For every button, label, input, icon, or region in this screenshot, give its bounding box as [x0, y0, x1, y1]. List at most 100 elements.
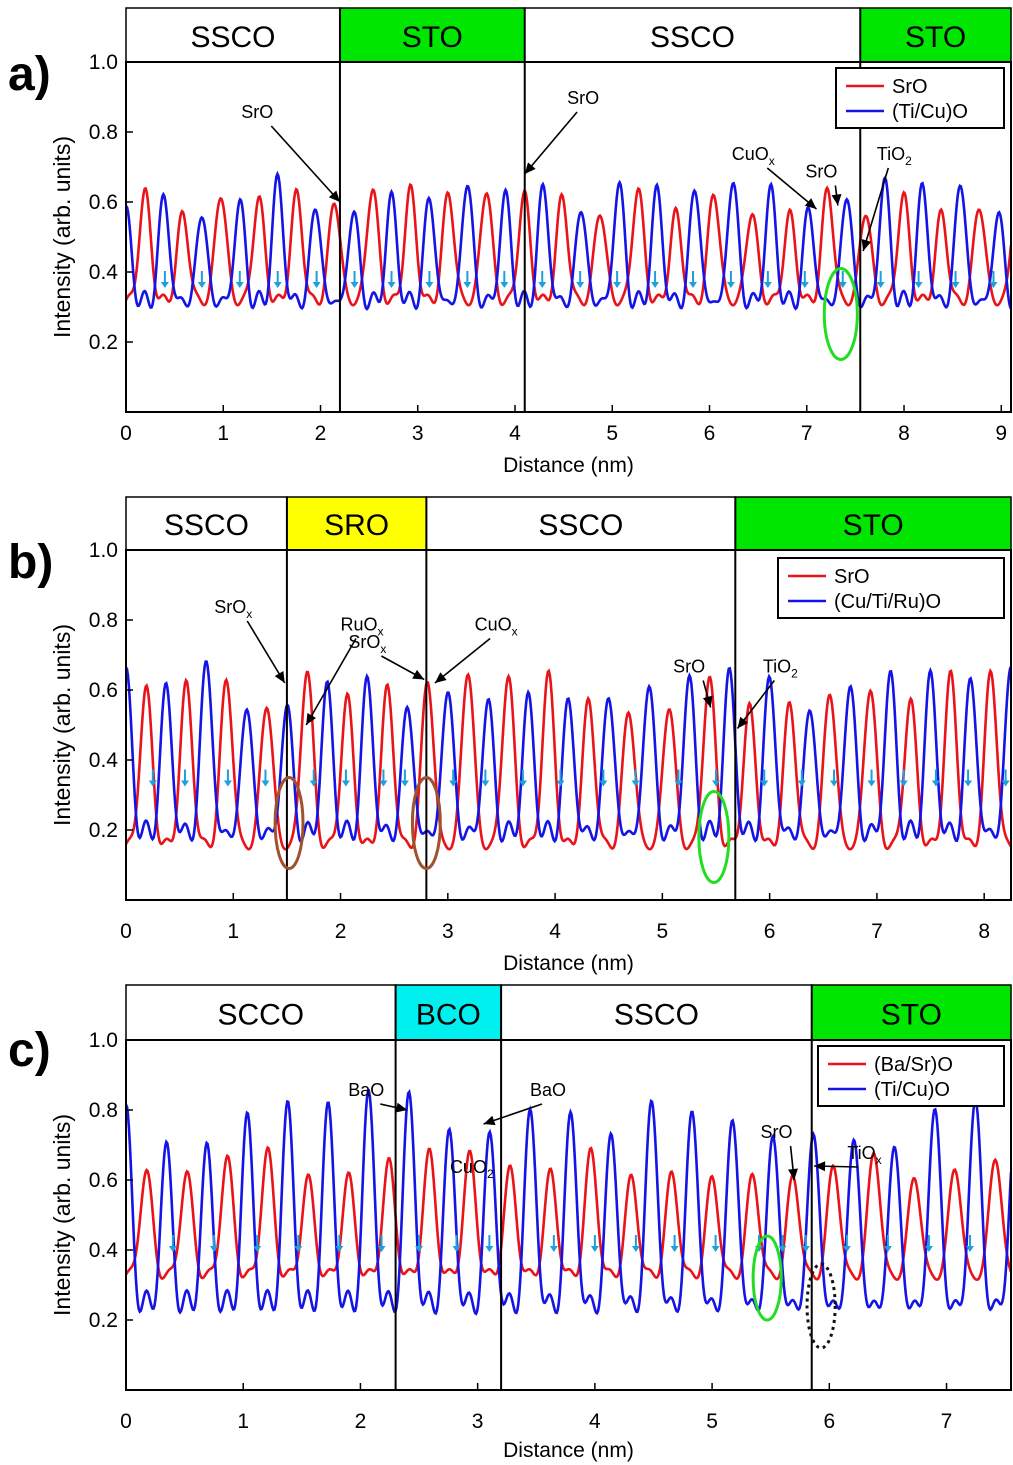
annotation-label: TiO2: [763, 657, 798, 681]
minimum-arrow-head: [651, 282, 660, 288]
y-tick-label: 0.4: [89, 749, 119, 772]
minimum-arrow-head: [965, 1246, 974, 1252]
annotation-arrow-head: [328, 190, 340, 202]
minimum-arrow-head: [674, 780, 683, 787]
minimum-arrow-head: [899, 780, 908, 787]
axes-frame: [125, 549, 1012, 901]
y-tick-label: 0.6: [89, 191, 118, 214]
highlight-circle: [805, 1262, 837, 1350]
x-tick-label: 1: [217, 422, 229, 445]
y-tick-label: 0.4: [89, 1239, 119, 1262]
annotation-label: BaO: [348, 1080, 384, 1100]
annotation-label: SrOx: [348, 632, 386, 656]
annotation-arrow-head: [306, 712, 317, 725]
legend-box: [817, 1045, 1005, 1107]
x-tick-label: 4: [509, 422, 521, 445]
annotation-label: SrO: [241, 102, 273, 122]
y-tick-label: 0.8: [89, 121, 118, 144]
panel-label: c): [8, 1024, 51, 1077]
plot-area: [126, 170, 1011, 311]
axes-frame: [125, 1039, 1012, 1391]
minimum-arrow-head: [452, 1246, 461, 1252]
layer-label: SSCO: [538, 509, 623, 542]
annotation-subscript: x: [378, 625, 384, 639]
annotation-text: SrO: [348, 632, 380, 652]
minimum-arrow-head: [876, 282, 885, 288]
minimum-arrow-head: [335, 1246, 344, 1252]
annotation-label: CuO2: [450, 1157, 494, 1181]
minimum-arrow-head: [556, 780, 565, 787]
annotation-text: SrO: [567, 88, 599, 108]
layer-band: [125, 7, 341, 63]
annotation-text: SrO: [214, 597, 246, 617]
layer-band: [523, 7, 862, 63]
minimum-arrow-head: [500, 282, 509, 288]
annotation-label: TiO2: [877, 144, 912, 168]
layer-band: [125, 984, 397, 1041]
minimum-arrow-head: [838, 282, 847, 288]
x-axis-label: Distance (nm): [503, 1439, 634, 1462]
plot-area: [126, 660, 1011, 851]
layer-label: SSCO: [614, 999, 699, 1032]
panel-label: a): [8, 48, 51, 101]
layer-label: STO: [843, 509, 904, 542]
minimum-arrow-head: [590, 1246, 599, 1252]
annotation-arrow-head: [395, 1102, 408, 1113]
x-tick-label: 8: [978, 920, 990, 943]
legend-box: [777, 557, 1005, 619]
annotation-arrow-head: [702, 695, 713, 708]
series-line: [126, 170, 1011, 311]
annotation-arrow-head: [483, 1115, 496, 1126]
x-tick-label: 5: [706, 1410, 718, 1433]
layer-label: STO: [905, 21, 966, 54]
annotation-arrow-head: [788, 1168, 798, 1180]
annotation-subscript: x: [246, 607, 252, 621]
layer-band: [286, 496, 428, 551]
minimum-arrow-head: [914, 282, 923, 288]
minimum-arrow-head: [599, 780, 608, 787]
minimum-arrow-head: [726, 282, 735, 288]
minimum-arrow-head: [341, 780, 350, 787]
annotation-text: TiO: [877, 144, 905, 164]
x-tick-label: 4: [549, 920, 561, 943]
minimum-arrow-head: [613, 282, 622, 288]
layer-label: SSCO: [164, 509, 249, 542]
minimum-arrow-head: [309, 780, 318, 787]
annotation-label: SrO: [567, 88, 599, 108]
layer-band: [394, 984, 502, 1041]
annotation-arrow-head: [737, 716, 749, 729]
legend-label: SrO: [892, 76, 928, 98]
legend-label: (Ba/Sr)O: [874, 1054, 953, 1076]
legend: (Ba/Sr)O (Ti/Cu)O: [817, 1045, 1005, 1107]
layer-label: STO: [402, 21, 463, 54]
x-tick-label: 7: [941, 1410, 953, 1433]
series-line: [126, 668, 1011, 851]
y-tick-label: 1.0: [89, 539, 118, 562]
minimum-arrow-head: [951, 282, 960, 288]
minimum-arrow-head: [294, 1246, 303, 1252]
x-tick-label: 2: [335, 920, 347, 943]
minimum-arrow-head: [801, 1246, 810, 1252]
minimum-arrow-head: [400, 780, 409, 787]
layer-label: SSCO: [650, 21, 735, 54]
layer-band: [500, 984, 813, 1041]
y-tick-label: 0.8: [89, 609, 118, 632]
highlight-circle: [697, 790, 731, 884]
annotation-arrow-head: [274, 670, 285, 683]
highlight-circle: [822, 267, 859, 361]
annotation-label: SrOx: [214, 597, 252, 621]
minimum-arrow-head: [273, 282, 282, 288]
minimum-arrow-head: [538, 282, 547, 288]
x-tick-label: 6: [704, 422, 716, 445]
x-tick-label: 2: [355, 1410, 367, 1433]
legend-label: SrO: [834, 566, 870, 588]
minimum-arrow-head: [168, 1246, 177, 1252]
annotation-arrow: [246, 620, 286, 684]
x-tick-label: 1: [237, 1410, 249, 1433]
minimum-arrow-head: [931, 780, 940, 787]
y-axis-label: Intensity (arb. units): [49, 624, 75, 826]
minimum-arrows: [148, 769, 1010, 787]
legend: SrO (Cu/Ti/Ru)O: [777, 557, 1005, 619]
highlight-circle: [410, 776, 442, 870]
